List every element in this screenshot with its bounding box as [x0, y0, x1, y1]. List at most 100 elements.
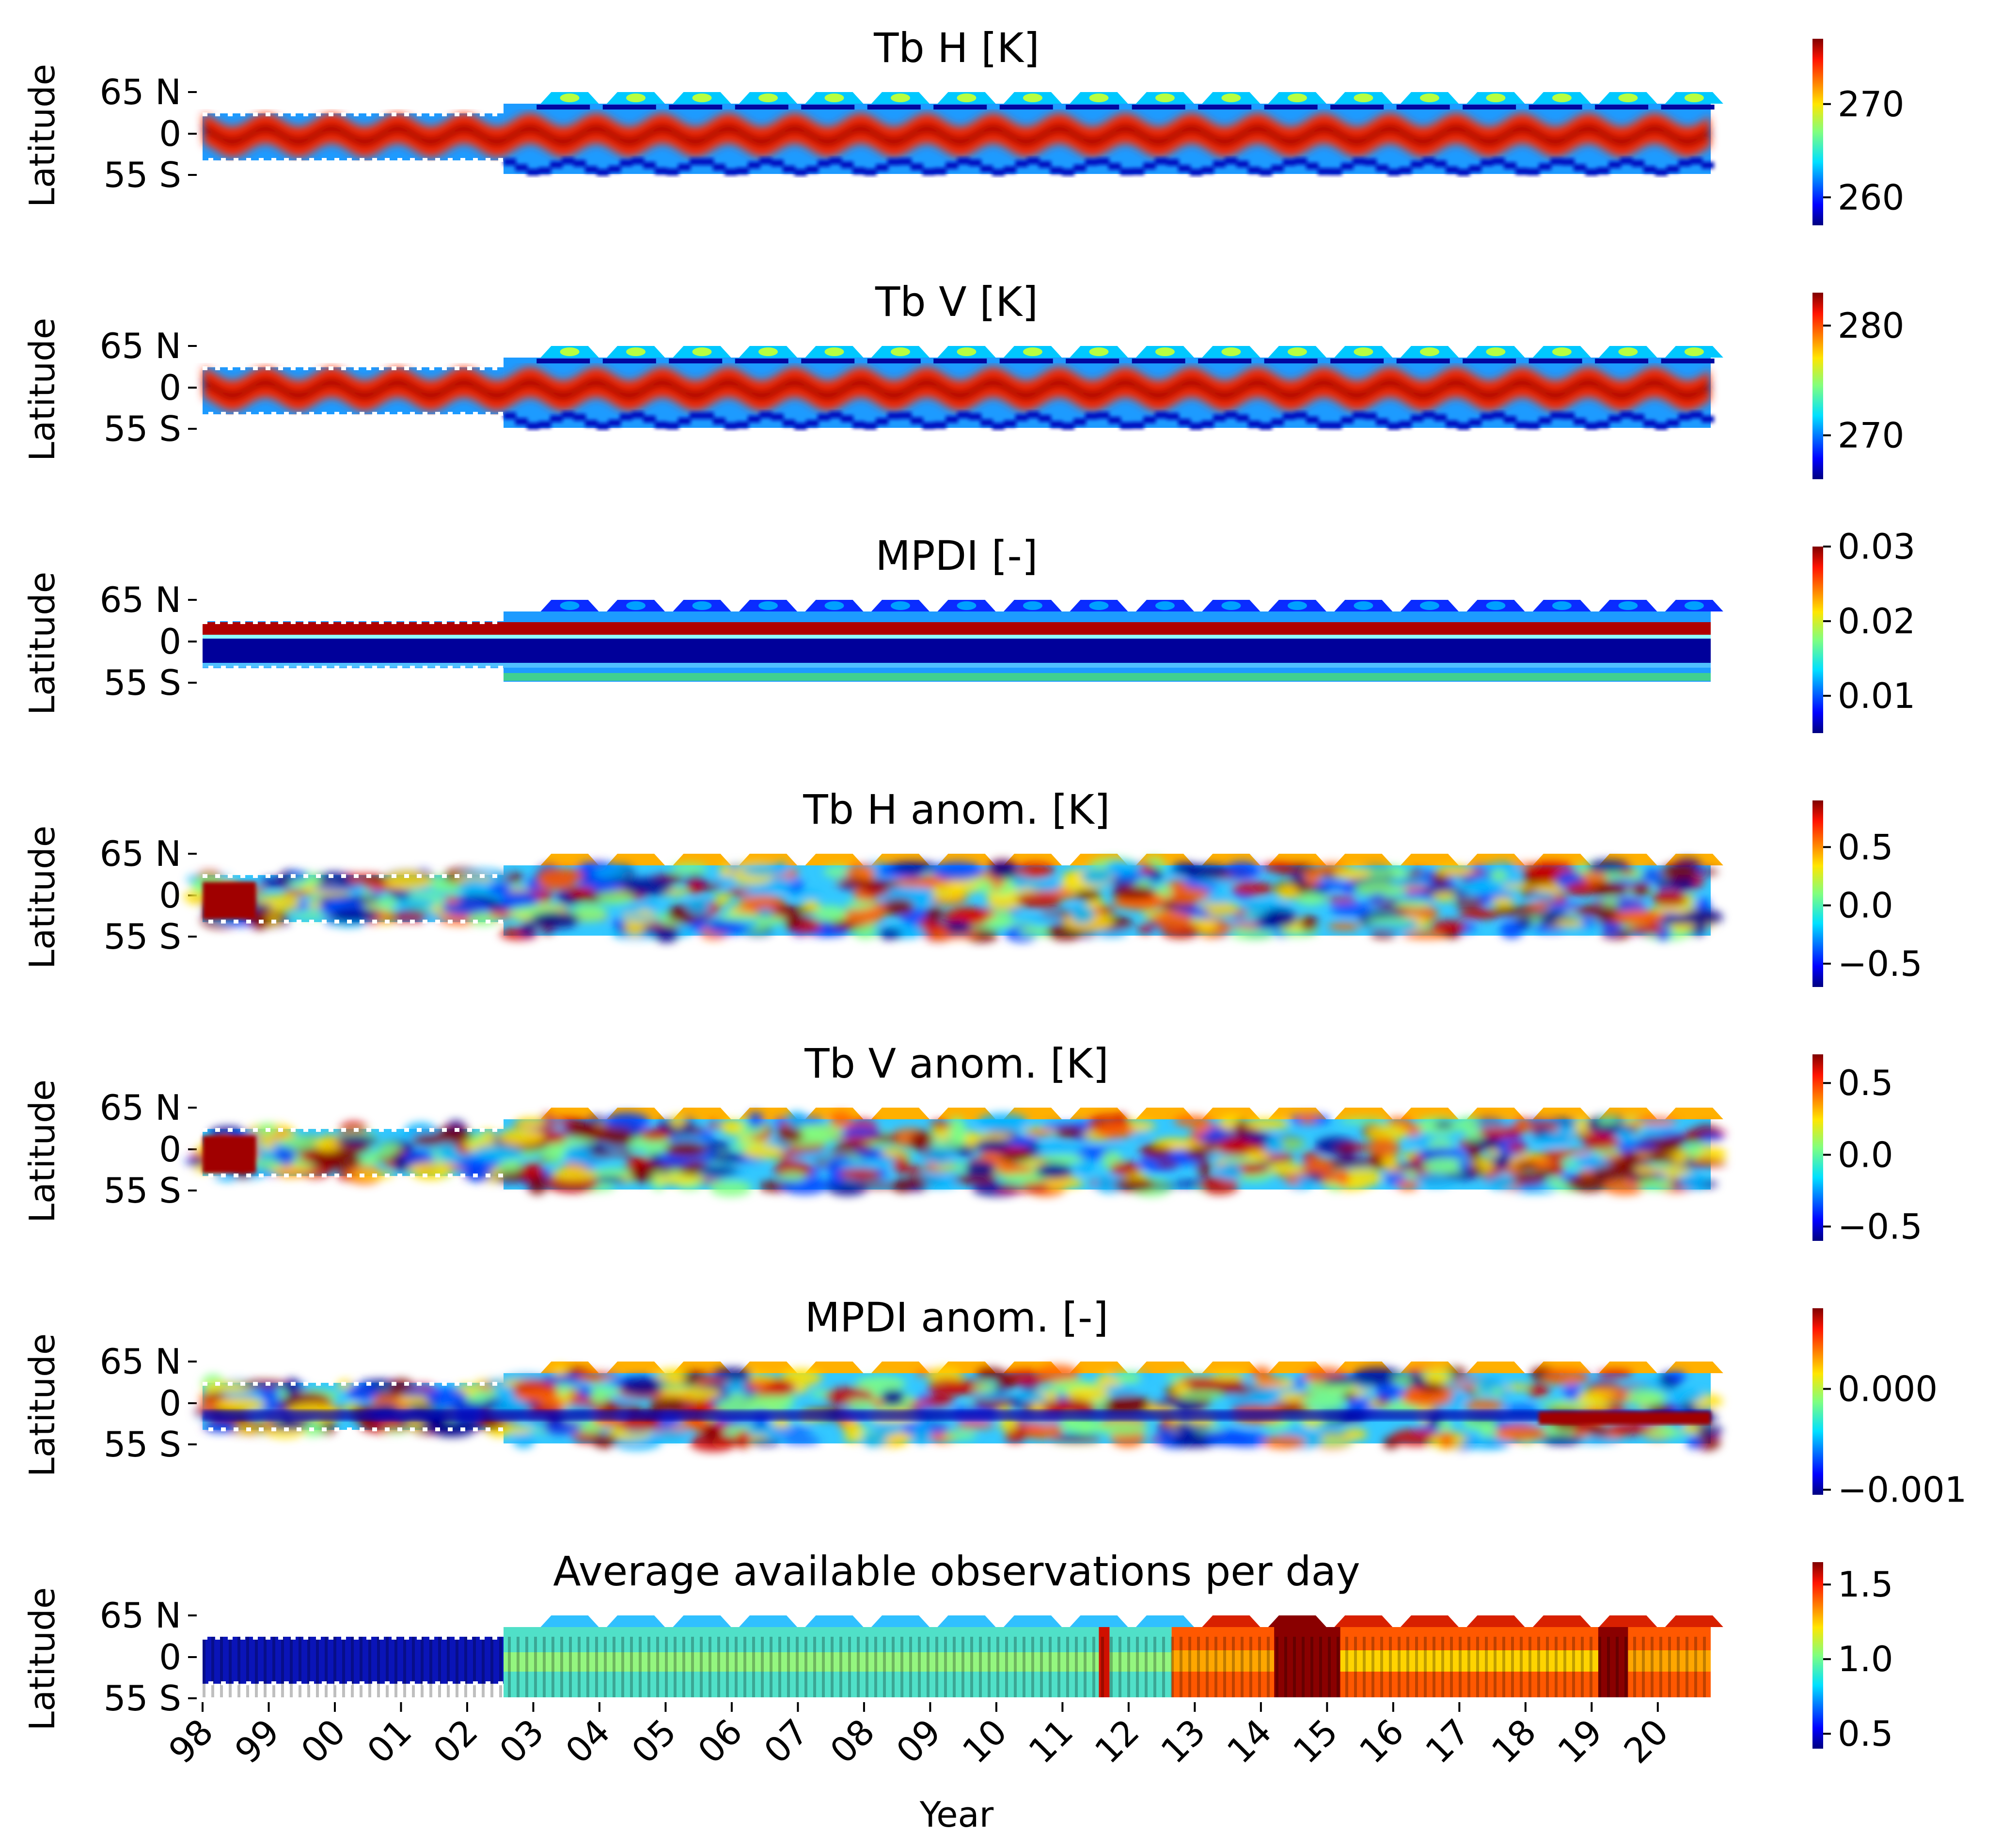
year-tick-label: 17 [1418, 1711, 1478, 1771]
colorbar-tick-label: −0.5 [1838, 943, 1922, 984]
colorbar-gradient [1812, 293, 1823, 479]
y-axis-label: Latitude [22, 1080, 63, 1223]
lat-tick-label: 55 S [104, 1678, 181, 1719]
panel-title: Tb H anom. [K] [803, 786, 1110, 833]
colorbar-gradient [1812, 39, 1823, 225]
colorbar-tick-label: 0.02 [1838, 601, 1915, 642]
colorbar-tick-label: 0.5 [1838, 1063, 1893, 1103]
y-axis-label: Latitude [22, 572, 63, 715]
lat-tick-label: 0 [159, 113, 181, 154]
lat-tick-label: 55 S [104, 408, 181, 449]
year-tick-label: 19 [1550, 1711, 1610, 1771]
colorbar-tick-label: 260 [1838, 177, 1904, 218]
colorbar-tick-label: 0.01 [1838, 675, 1915, 716]
lat-tick-label: 0 [159, 1129, 181, 1170]
heatmap [203, 1615, 1723, 1697]
colorbar-tick-label: 1.0 [1838, 1639, 1893, 1679]
colorbar-tick-label: 0.5 [1838, 1713, 1893, 1754]
colorbar: 0.000 −0.001 [1812, 1308, 1967, 1510]
colorbar: 280 270 [1812, 293, 1904, 479]
year-tick-label: 20 [1616, 1711, 1676, 1771]
lat-tick-label: 0 [159, 875, 181, 916]
lat-tick-label: 55 S [104, 662, 181, 703]
colorbar-gradient [1812, 547, 1823, 733]
panel-title: Tb V anom. [K] [804, 1040, 1108, 1087]
y-axis-label: Latitude [22, 318, 63, 461]
year-tick-label: 99 [227, 1711, 287, 1771]
colorbar-tick-label: 270 [1838, 415, 1904, 455]
year-tick-label: 14 [1219, 1711, 1279, 1771]
year-tick-label: 02 [425, 1711, 486, 1771]
year-tick-label: 18 [1484, 1711, 1544, 1771]
lat-tick-label: 65 N [100, 1341, 181, 1382]
y-axis-label: Latitude [22, 1333, 63, 1477]
lat-tick-label: 55 S [104, 916, 181, 957]
lat-tick-label: 65 N [100, 326, 181, 366]
lat-tick-label: 0 [159, 1637, 181, 1677]
lat-tick-label: 55 S [104, 1170, 181, 1211]
lat-tick-label: 0 [159, 367, 181, 408]
year-tick-label: 08 [822, 1711, 882, 1771]
lat-tick-label: 65 N [100, 72, 181, 112]
lat-tick-label: 0 [159, 1383, 181, 1424]
panel-title: MPDI [-] [875, 532, 1038, 579]
lat-tick-label: 65 N [100, 1595, 181, 1636]
panel-title: Average available observations per day [553, 1548, 1360, 1595]
colorbar-tick-label: −0.5 [1838, 1206, 1922, 1247]
colorbar-tick-label: 1.5 [1838, 1564, 1893, 1605]
lat-tick-label: 55 S [104, 1424, 181, 1465]
year-tick-label: 05 [624, 1711, 684, 1771]
panel-title: Tb H [K] [873, 24, 1040, 72]
lat-tick-label: 65 N [100, 1087, 181, 1128]
colorbar-gradient [1812, 1562, 1823, 1749]
year-tick-label: 07 [756, 1711, 816, 1771]
year-tick-label: 16 [1352, 1711, 1412, 1771]
x-axis-label: Year [919, 1794, 994, 1835]
panel-title: Tb V [K] [875, 278, 1038, 326]
y-axis-label: Latitude [22, 1587, 63, 1731]
year-tick-label: 04 [558, 1711, 618, 1771]
panel-7: Average available observations per day 65… [22, 1548, 1893, 1754]
x-axis: 98 99 00 01 02 03 04 05 06 07 08 09 10 11 12 13 14 15 16 17… [161, 1702, 1676, 1835]
y-axis-label: Latitude [22, 826, 63, 969]
colorbar: 0.5 0.0 −0.5 [1812, 1054, 1922, 1247]
heatmap [193, 1362, 1723, 1452]
heatmap [203, 346, 1723, 430]
colorbar-tick-label: 270 [1838, 84, 1904, 125]
colorbar-tick-label: 280 [1838, 305, 1904, 346]
lat-tick-label: 65 N [100, 579, 181, 620]
colorbar-tick-label: 0.0 [1838, 885, 1893, 926]
year-tick-label: 10 [955, 1711, 1015, 1771]
colorbar: 0.5 0.0 −0.5 [1812, 800, 1922, 987]
year-tick-label: 03 [491, 1711, 551, 1771]
year-tick-label: 11 [1021, 1711, 1081, 1771]
year-tick-label: 09 [888, 1711, 948, 1771]
year-tick-label: 01 [359, 1711, 419, 1771]
heatmap [203, 600, 1723, 682]
year-tick-label: 00 [293, 1711, 353, 1771]
colorbar-tick-label: 0.03 [1838, 526, 1915, 567]
colorbar-tick-label: −0.001 [1838, 1470, 1967, 1510]
y-axis-label: Latitude [22, 64, 63, 207]
colorbar-gradient [1812, 1054, 1823, 1241]
colorbar-gradient [1812, 800, 1823, 987]
colorbar-tick-label: 0.000 [1838, 1368, 1938, 1409]
lat-tick-label: 0 [159, 621, 181, 662]
colorbar: 270 260 [1812, 39, 1904, 225]
year-tick-label: 12 [1087, 1711, 1147, 1771]
lat-tick-label: 55 S [104, 155, 181, 195]
